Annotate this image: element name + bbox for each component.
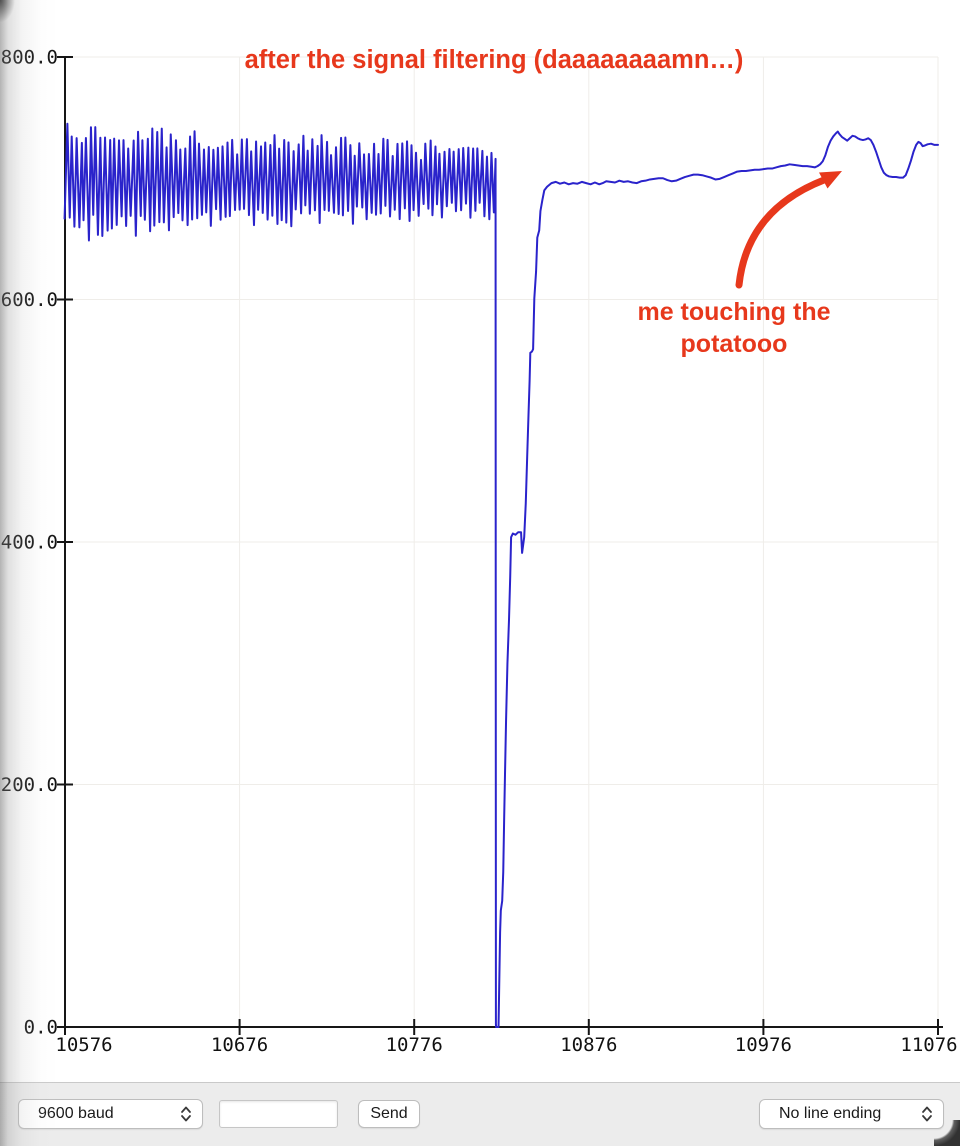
send-button[interactable]: Send: [358, 1100, 420, 1128]
x-tick-label: 11076: [900, 1034, 957, 1056]
potato-annotation-line1: me touching the: [637, 298, 831, 326]
y-tick-label: 600.0: [1, 289, 58, 311]
x-tick-label: 10676: [211, 1034, 268, 1056]
signal-line: [63, 122, 939, 1028]
x-tick-label: 10876: [560, 1034, 617, 1056]
chart-title-annotation: after the signal filtering (daaaaaaaamn……: [244, 46, 744, 74]
x-tick-label: 10976: [735, 1034, 792, 1056]
y-tick-label: 200.0: [1, 774, 58, 796]
chevron-up-down-icon: [922, 1106, 932, 1122]
baud-rate-value: 9600 baud: [38, 1105, 114, 1122]
line-ending-value: No line ending: [779, 1105, 882, 1122]
y-tick-label: 0.0: [24, 1017, 58, 1039]
potato-annotation-line2: potatooo: [680, 330, 788, 358]
y-tick-label: 400.0: [1, 532, 58, 554]
x-tick-label: 10576: [55, 1034, 112, 1056]
chevron-up-down-icon: [181, 1106, 191, 1122]
serial-plotter-chart: 0.0 200.0 400.0 600.0 800.0 10576 10676 10776 10…: [1, 47, 958, 1057]
y-tick-label: 800.0: [1, 47, 58, 69]
line-ending-select[interactable]: No line ending: [759, 1099, 944, 1129]
serial-message-input[interactable]: [219, 1100, 338, 1128]
potato-annotation: me touching the potatooo: [558, 296, 910, 360]
toolbar: 9600 baud Send No line ending: [0, 1082, 960, 1146]
x-tick-label: 10776: [386, 1034, 443, 1056]
annotation-arrow: [735, 171, 842, 289]
baud-rate-select[interactable]: 9600 baud: [18, 1099, 203, 1129]
